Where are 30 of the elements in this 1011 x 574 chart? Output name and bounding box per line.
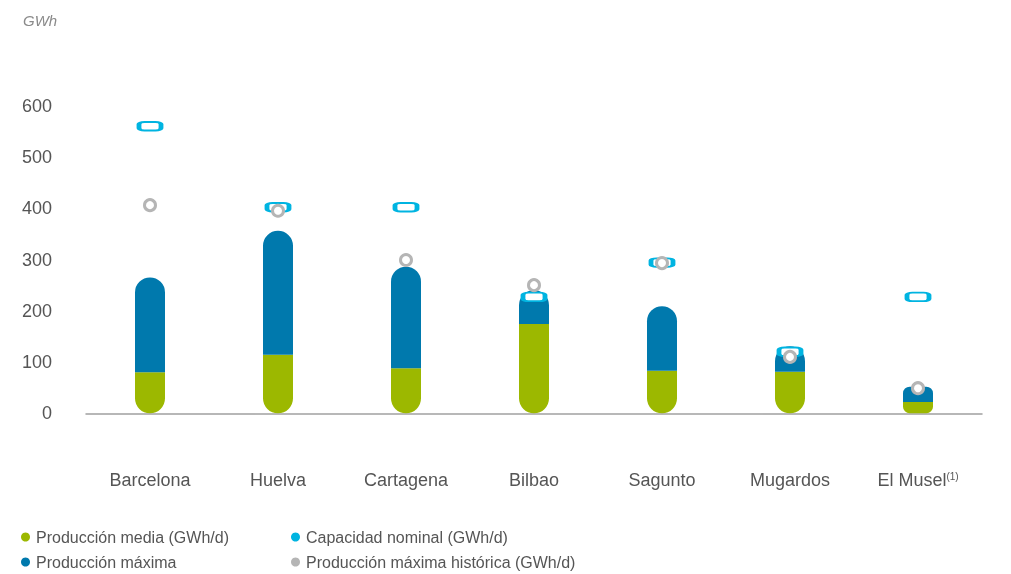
y-tick-label: 100: [21, 352, 52, 373]
x-tick-label: Bilbao: [508, 470, 560, 491]
y-tick-label: 0: [41, 403, 52, 424]
point: [271, 203, 285, 218]
y-tick-label: 300: [21, 249, 52, 270]
legend-label: Producción máxima: [36, 553, 177, 571]
point: [527, 278, 541, 293]
bar: [263, 354, 293, 414]
legend-label: Producción máxima histórica (GWh/d): [306, 553, 576, 571]
bar: [391, 266, 421, 369]
x-tick-label: Sagunto: [628, 470, 696, 491]
bar: [135, 277, 165, 373]
bar: [519, 324, 549, 414]
x-tick-label: Cartagena: [363, 470, 450, 491]
x-tick-label: Mugardos: [749, 470, 831, 491]
point: [655, 256, 669, 271]
y-tick-label: 400: [21, 198, 52, 219]
y-tick-label: 500: [21, 146, 52, 167]
legend-label: Capacidad nominal (GWh/d): [306, 528, 508, 546]
point: [399, 253, 413, 268]
x-tick-label: Barcelona: [109, 470, 192, 491]
y-tick-label: 200: [21, 300, 52, 321]
bar: [647, 306, 677, 371]
y-tick-label: 600: [21, 95, 52, 116]
bar: [263, 230, 293, 355]
legend-label: Producción media (GWh/d): [36, 528, 229, 546]
x-tick-label: Huelva: [249, 470, 307, 491]
bar: [903, 402, 933, 414]
y-axis-title: GWh: [23, 12, 58, 29]
point: [143, 198, 157, 213]
